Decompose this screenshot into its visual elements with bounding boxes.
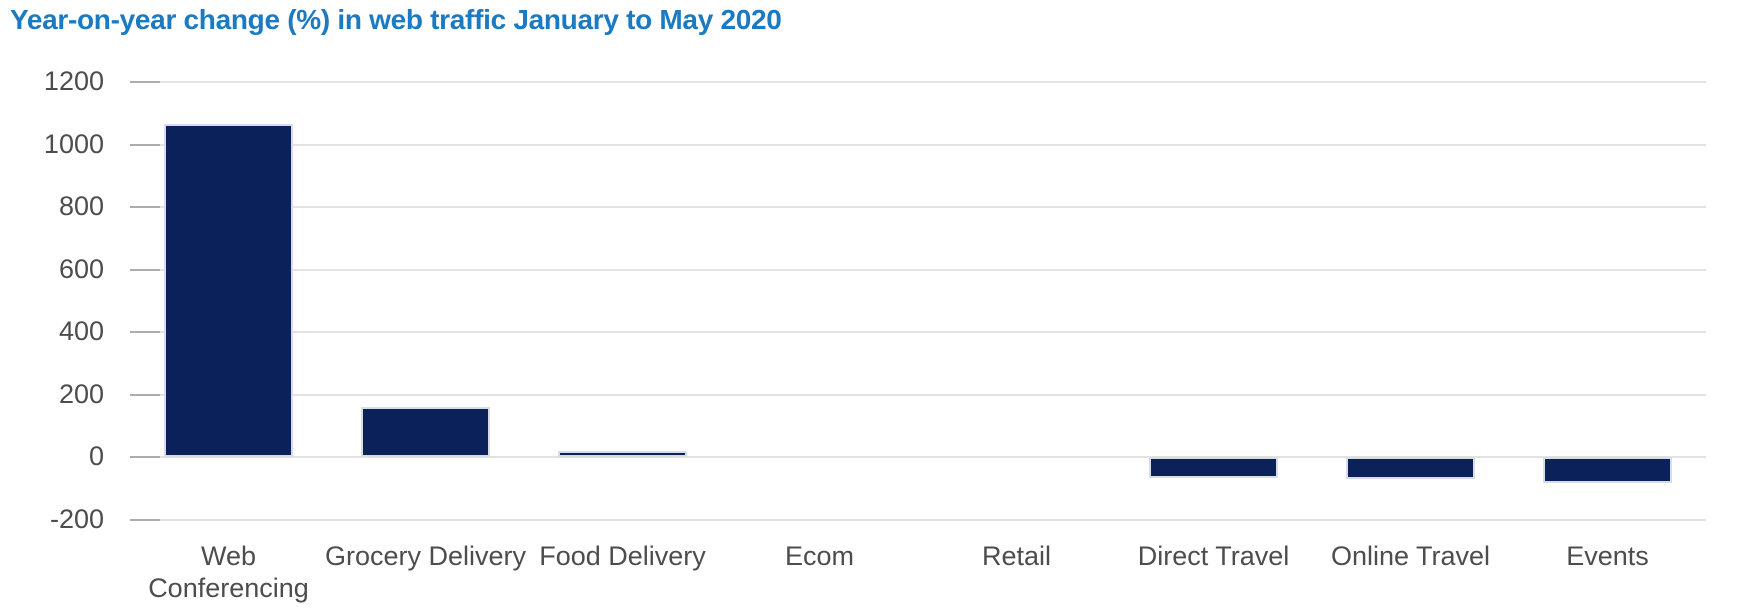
x-axis-label: Retail xyxy=(981,541,1052,571)
y-axis-tick xyxy=(130,456,160,459)
x-axis-label: Ecom xyxy=(784,541,855,571)
y-axis-tick xyxy=(130,81,160,83)
bar-events xyxy=(1543,457,1672,484)
y-gridline xyxy=(130,331,1706,334)
y-gridline xyxy=(130,393,1706,396)
x-axis-label: Online Travel xyxy=(1330,541,1491,571)
y-axis-label: 1000 xyxy=(43,128,104,159)
y-axis-label: -200 xyxy=(49,504,104,534)
y-axis-label: 400 xyxy=(58,316,104,347)
x-axis-label: Direct Travel xyxy=(1137,541,1290,571)
bar-web-conferencing xyxy=(164,124,293,458)
chart-title: Year-on-year change (%) in web traffic J… xyxy=(10,4,782,35)
y-axis-label: 200 xyxy=(58,378,104,409)
x-axis-label: Grocery Delivery xyxy=(324,541,527,571)
x-axis-label: Events xyxy=(1566,541,1649,571)
y-axis-tick xyxy=(130,143,160,146)
y-axis-tick xyxy=(130,519,160,521)
bar-direct-travel xyxy=(1149,457,1278,478)
y-axis-tick xyxy=(130,268,160,271)
y-axis-tick xyxy=(130,331,160,334)
y-gridline xyxy=(130,268,1706,271)
y-axis-tick xyxy=(130,393,160,396)
x-axis-label: Web Conferencing xyxy=(148,541,309,603)
y-gridline xyxy=(130,456,1706,459)
y-gridline xyxy=(130,143,1706,146)
y-axis-label: 800 xyxy=(58,191,104,222)
y-axis-label: 0 xyxy=(88,441,104,472)
y-gridline xyxy=(130,81,1706,83)
bar-grocery-delivery xyxy=(361,407,490,458)
y-axis-tick xyxy=(130,206,160,209)
x-axis-label: Food Delivery xyxy=(539,541,706,571)
bar-online-travel xyxy=(1346,457,1475,480)
y-axis-label: 600 xyxy=(58,253,104,284)
bar-food-delivery xyxy=(558,451,687,458)
y-gridline xyxy=(130,519,1706,521)
y-gridline xyxy=(130,206,1706,209)
y-axis-label: 1200 xyxy=(43,66,104,96)
